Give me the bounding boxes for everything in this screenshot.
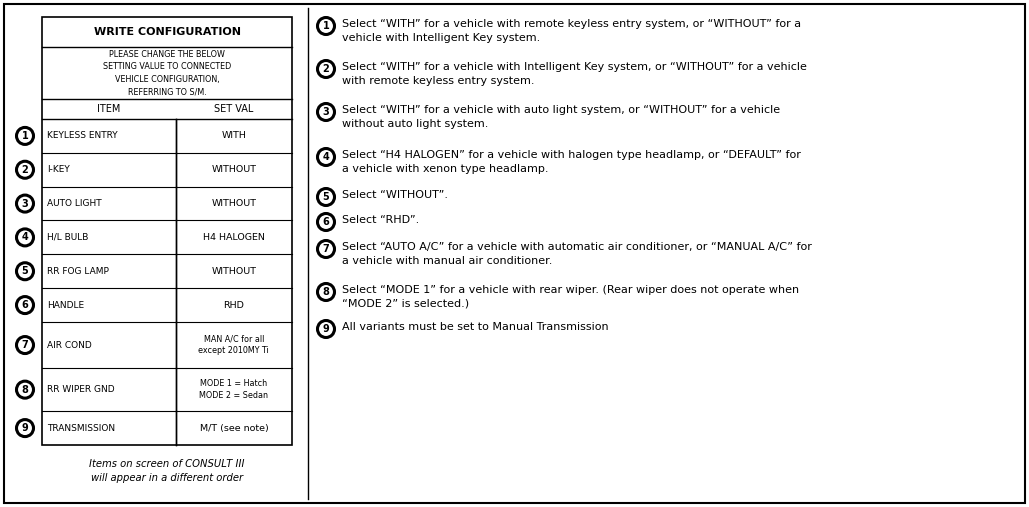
Text: I-KEY: I-KEY bbox=[47, 165, 70, 174]
Text: 4: 4 bbox=[323, 152, 329, 162]
Bar bbox=[42, 17, 292, 445]
Text: MAN A/C for all
except 2010MY Ti: MAN A/C for all except 2010MY Ti bbox=[199, 335, 270, 355]
Text: 5: 5 bbox=[22, 266, 29, 276]
Text: WITHOUT: WITHOUT bbox=[211, 199, 256, 208]
Text: HANDLE: HANDLE bbox=[47, 301, 84, 310]
Text: 7: 7 bbox=[323, 244, 329, 254]
Text: Select “RHD”.: Select “RHD”. bbox=[342, 215, 419, 225]
Text: 3: 3 bbox=[22, 199, 29, 208]
Text: 3: 3 bbox=[323, 107, 329, 117]
Text: WITHOUT: WITHOUT bbox=[211, 165, 256, 174]
Text: 6: 6 bbox=[22, 300, 29, 310]
Text: WITH: WITH bbox=[221, 131, 246, 140]
Text: 1: 1 bbox=[323, 21, 329, 31]
Text: 2: 2 bbox=[323, 64, 329, 74]
Text: 5: 5 bbox=[323, 192, 329, 202]
Text: AUTO LIGHT: AUTO LIGHT bbox=[47, 199, 102, 208]
Text: KEYLESS ENTRY: KEYLESS ENTRY bbox=[47, 131, 117, 140]
Text: Select “AUTO A/C” for a vehicle with automatic air conditioner, or “MANUAL A/C” : Select “AUTO A/C” for a vehicle with aut… bbox=[342, 242, 812, 266]
Text: H4 HALOGEN: H4 HALOGEN bbox=[203, 233, 264, 242]
Text: 9: 9 bbox=[323, 324, 329, 334]
Text: ITEM: ITEM bbox=[97, 104, 120, 114]
Text: RR WIPER GND: RR WIPER GND bbox=[47, 385, 114, 394]
Text: Items on screen of CONSULT III
will appear in a different order: Items on screen of CONSULT III will appe… bbox=[90, 459, 245, 483]
Text: Select “WITH” for a vehicle with Intelligent Key system, or “WITHOUT” for a vehi: Select “WITH” for a vehicle with Intelli… bbox=[342, 62, 807, 86]
Text: SET VAL: SET VAL bbox=[214, 104, 253, 114]
Text: H/L BULB: H/L BULB bbox=[47, 233, 88, 242]
Text: Select “WITHOUT”.: Select “WITHOUT”. bbox=[342, 190, 448, 200]
Text: TRANSMISSION: TRANSMISSION bbox=[47, 423, 115, 432]
Text: Select “MODE 1” for a vehicle with rear wiper. (Rear wiper does not operate when: Select “MODE 1” for a vehicle with rear … bbox=[342, 285, 800, 309]
Text: 8: 8 bbox=[22, 385, 29, 394]
Text: 1: 1 bbox=[22, 131, 29, 141]
Text: 9: 9 bbox=[22, 423, 29, 433]
Text: Select “WITH” for a vehicle with remote keyless entry system, or “WITHOUT” for a: Select “WITH” for a vehicle with remote … bbox=[342, 19, 802, 43]
Text: Select “WITH” for a vehicle with auto light system, or “WITHOUT” for a vehicle
w: Select “WITH” for a vehicle with auto li… bbox=[342, 105, 780, 129]
Text: 4: 4 bbox=[22, 232, 29, 242]
Text: MODE 1 = Hatch
MODE 2 = Sedan: MODE 1 = Hatch MODE 2 = Sedan bbox=[200, 379, 269, 400]
Text: RR FOG LAMP: RR FOG LAMP bbox=[47, 267, 109, 276]
Text: PLEASE CHANGE THE BELOW
SETTING VALUE TO CONNECTED
VEHICLE CONFIGURATION,
REFERR: PLEASE CHANGE THE BELOW SETTING VALUE TO… bbox=[103, 50, 232, 96]
Text: All variants must be set to Manual Transmission: All variants must be set to Manual Trans… bbox=[342, 322, 608, 332]
Text: 7: 7 bbox=[22, 340, 29, 350]
Text: 6: 6 bbox=[323, 217, 329, 227]
Text: M/T (see note): M/T (see note) bbox=[200, 423, 269, 432]
Text: WRITE CONFIGURATION: WRITE CONFIGURATION bbox=[94, 27, 241, 37]
Text: WITHOUT: WITHOUT bbox=[211, 267, 256, 276]
Text: RHD: RHD bbox=[223, 301, 244, 310]
Text: 2: 2 bbox=[22, 165, 29, 175]
Text: Select “H4 HALOGEN” for a vehicle with halogen type headlamp, or “DEFAULT” for
a: Select “H4 HALOGEN” for a vehicle with h… bbox=[342, 150, 801, 174]
Text: AIR COND: AIR COND bbox=[47, 341, 92, 349]
Text: 8: 8 bbox=[322, 287, 329, 297]
